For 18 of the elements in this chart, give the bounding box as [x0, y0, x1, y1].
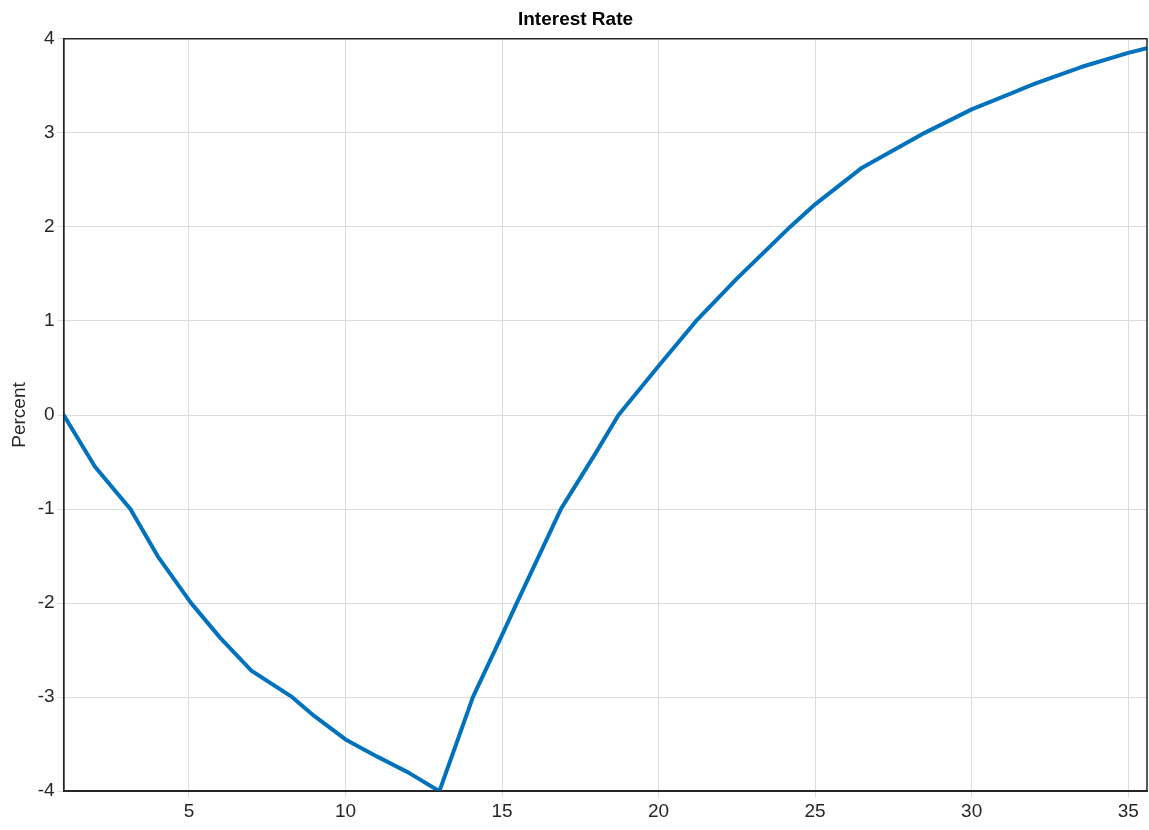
y-tick-label: 2 — [44, 215, 55, 237]
x-tick-label: 20 — [648, 799, 670, 821]
x-tick-label: 25 — [804, 799, 826, 821]
y-tick-label: -2 — [37, 591, 55, 613]
y-tick-label: 0 — [44, 403, 55, 425]
x-tick-label: 10 — [334, 799, 357, 821]
y-axis-title: Percent — [7, 381, 29, 448]
x-tick-label: 15 — [491, 799, 513, 821]
chart-title: Interest Rate — [517, 7, 634, 29]
y-tick-label: 3 — [44, 121, 55, 143]
x-tick-label: 35 — [1117, 799, 1139, 821]
y-tick-label: -1 — [37, 497, 55, 519]
x-tick-label: 5 — [183, 799, 195, 821]
y-tick-label: 4 — [44, 27, 56, 49]
y-tick-label: 1 — [44, 309, 55, 331]
y-tick-label: -4 — [37, 779, 56, 801]
x-tick-label: 30 — [961, 799, 983, 821]
y-tick-label: -3 — [37, 685, 55, 707]
